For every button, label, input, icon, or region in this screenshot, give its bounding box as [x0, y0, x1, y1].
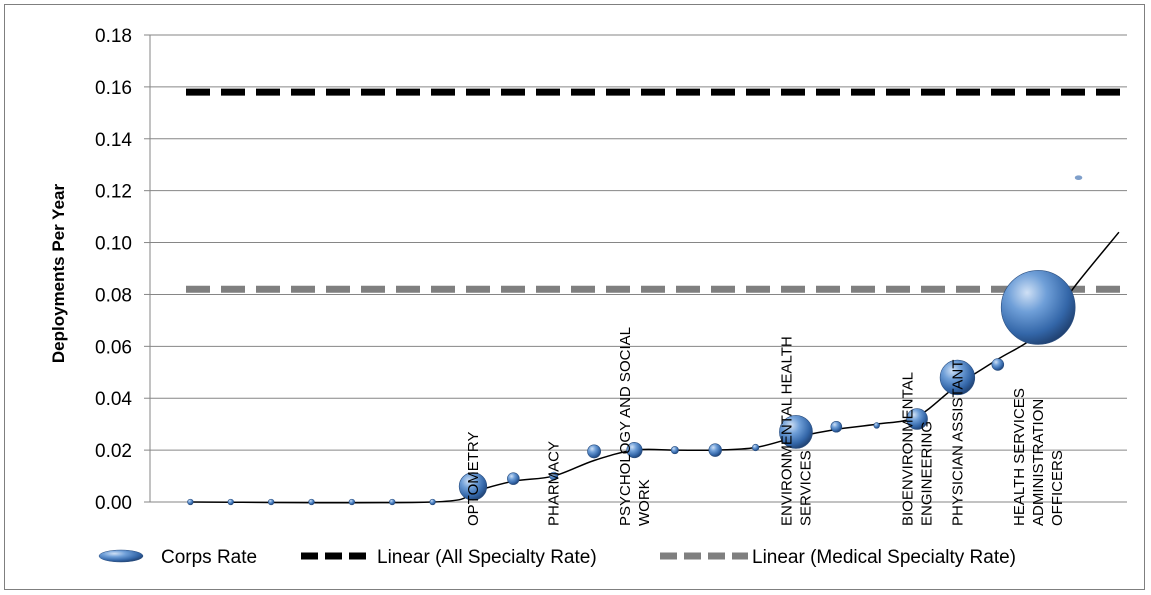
- y-tick-label: 0.18: [95, 26, 132, 47]
- category-label: ADMINISTRATION: [1030, 399, 1047, 526]
- category-label: HEALTH SERVICES: [1011, 388, 1028, 526]
- bubble-point: [939, 359, 976, 396]
- category-label: ENGINEERING: [919, 421, 936, 526]
- y-tick-label: 0.10: [95, 234, 132, 255]
- legend-label: Linear (All Specialty Rate): [377, 547, 597, 568]
- bubble-point: [830, 420, 843, 433]
- legend-label: Corps Rate: [161, 547, 257, 568]
- bubble-point: [873, 422, 880, 429]
- category-label: WORK: [636, 479, 653, 526]
- y-tick-label: 0.12: [95, 182, 132, 203]
- y-tick-label: 0.06: [95, 337, 132, 358]
- y-tick-label: 0.02: [95, 441, 132, 462]
- bubble-point: [187, 498, 194, 506]
- y-tick-label: 0.00: [95, 493, 132, 514]
- bubble-point: [1074, 175, 1083, 181]
- bubble-point: [906, 408, 928, 430]
- bubble-point: [1000, 270, 1076, 345]
- y-tick-label: 0.04: [95, 389, 132, 410]
- bubble-point: [227, 498, 234, 506]
- bubble-point: [389, 498, 396, 506]
- bubble-point: [779, 415, 813, 449]
- bubble-point: [458, 472, 488, 501]
- legend-label: Linear (Medical Specialty Rate): [752, 547, 1016, 568]
- bubble-point: [751, 443, 760, 452]
- category-label: PSYCHOLOGY AND SOCIAL: [617, 327, 634, 526]
- y-tick-label: 0.14: [95, 130, 132, 151]
- bubble-point: [429, 498, 436, 506]
- legend-bubble-icon: [98, 549, 144, 563]
- category-label: SERVICES: [797, 450, 814, 526]
- category-label: BIOENVIRONMENTAL: [900, 372, 917, 526]
- category-label: PHYSICIAN ASSISTANT: [949, 360, 966, 526]
- bubble-point: [549, 471, 559, 481]
- bubble-point: [708, 443, 722, 457]
- bubble-point: [308, 498, 315, 506]
- bubble-point: [507, 472, 520, 485]
- bubble-point: [626, 442, 643, 459]
- category-label: ENVIRONMENTAL HEALTH: [778, 336, 795, 526]
- y-tick-label: 0.08: [95, 285, 132, 306]
- bubble-point: [991, 358, 1005, 371]
- bubble-point: [348, 498, 356, 506]
- category-label: OFFICERS: [1049, 450, 1066, 526]
- y-axis-title: Deployments Per Year: [49, 184, 68, 364]
- bubble-point: [670, 446, 679, 455]
- bubble-point: [267, 498, 275, 506]
- category-label: PHARMACY: [546, 441, 563, 526]
- y-tick-label: 0.16: [95, 78, 132, 99]
- trend-curve: [190, 231, 1120, 504]
- chart-frame: [4, 4, 1145, 590]
- bubble-point: [587, 444, 602, 459]
- category-label: OPTOMETRY: [465, 432, 482, 526]
